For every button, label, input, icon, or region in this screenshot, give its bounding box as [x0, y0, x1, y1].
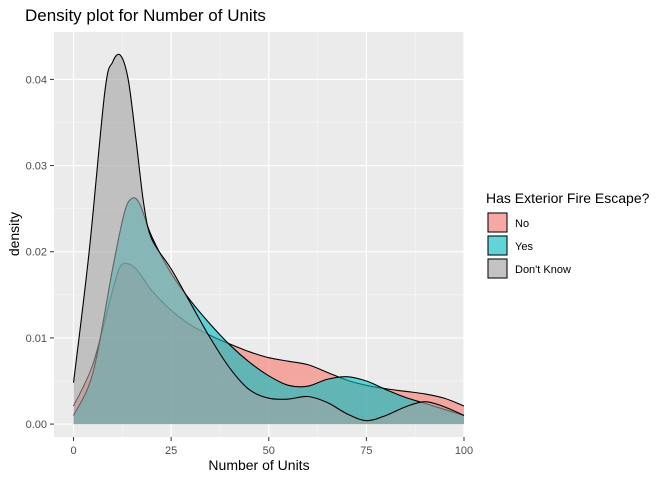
- density-series: [72, 53, 465, 425]
- legend-swatch-don-t-know: [487, 258, 508, 279]
- legend-label-don-t-know: Don't Know: [515, 264, 571, 276]
- legend: Has Exterior Fire Escape? No Yes Don't Kno…: [486, 190, 650, 279]
- density-line-don-t-know: [72, 53, 465, 422]
- legend-label-no: No: [515, 218, 529, 230]
- y-tick-label: 0.02: [26, 247, 47, 259]
- legend-swatch-no: [487, 212, 508, 233]
- x-tick-label: 25: [165, 445, 177, 457]
- legend-swatch-yes: [487, 235, 508, 256]
- y-tick-label: 0.00: [26, 419, 47, 431]
- y-tick-label: 0.03: [26, 161, 47, 173]
- x-axis: 0 25 50 75 100: [70, 437, 473, 457]
- x-tick-label: 0: [70, 445, 76, 457]
- x-axis-label: Number of Units: [208, 457, 309, 473]
- y-tick-label: 0.04: [26, 74, 47, 86]
- legend-title: Has Exterior Fire Escape?: [486, 190, 650, 206]
- x-tick-label: 100: [455, 445, 473, 457]
- y-tick-label: 0.01: [26, 333, 47, 345]
- y-axis-label: density: [6, 212, 22, 256]
- x-tick-label: 50: [263, 445, 275, 457]
- density-area-don-t-know: [73, 54, 465, 425]
- y-axis: 0.00 0.01 0.02 0.03 0.04: [26, 74, 54, 431]
- chart-title: Density plot for Number of Units: [25, 6, 266, 25]
- legend-label-yes: Yes: [515, 241, 533, 253]
- x-tick-label: 75: [360, 445, 372, 457]
